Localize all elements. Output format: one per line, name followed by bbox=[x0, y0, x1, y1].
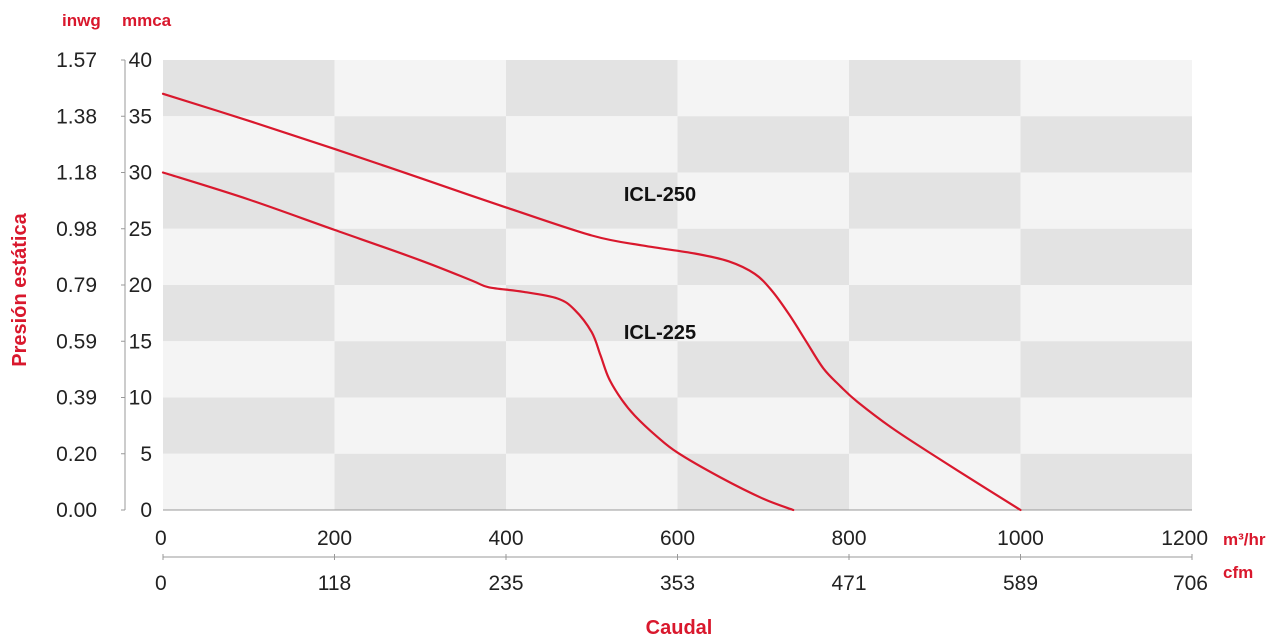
y-secondary-tick-label: 1.57 bbox=[56, 49, 97, 72]
grid-cell bbox=[1020, 397, 1192, 454]
y-tick-label: 10 bbox=[129, 387, 152, 410]
y-secondary-tick-label: 0.00 bbox=[56, 499, 97, 522]
grid-cell bbox=[506, 228, 678, 285]
grid-cell bbox=[334, 228, 506, 285]
grid-cell bbox=[677, 60, 849, 117]
grid-cell bbox=[334, 341, 506, 398]
curve-icl-250 bbox=[161, 92, 1022, 512]
y-secondary-tick-label: 1.38 bbox=[56, 105, 97, 128]
grid-cell bbox=[334, 285, 506, 342]
y-tick-label: 20 bbox=[129, 274, 152, 297]
series-label-icl-250: ICL-250 bbox=[624, 184, 696, 206]
x-tick-label: 600 bbox=[660, 527, 695, 550]
grid-cell bbox=[677, 228, 849, 285]
grid-cell bbox=[506, 397, 678, 454]
x-tick-label: 1200 bbox=[1161, 527, 1208, 550]
y-secondary-tick-label: 0.79 bbox=[56, 274, 97, 297]
y-tick-label: 35 bbox=[129, 105, 152, 128]
y-tick-label: 40 bbox=[129, 49, 152, 72]
grid-cell bbox=[506, 341, 678, 398]
grid-cell bbox=[334, 397, 506, 454]
x-secondary-tick-label: 706 bbox=[1173, 572, 1208, 595]
grid-cell bbox=[334, 453, 506, 510]
x-secondary-tick-label: 353 bbox=[660, 572, 695, 595]
grid-cell bbox=[1020, 172, 1192, 229]
grid-cell bbox=[677, 341, 849, 398]
grid-cell bbox=[1020, 60, 1192, 117]
y-secondary-tick-label: 0.39 bbox=[56, 387, 97, 410]
grid-cell bbox=[506, 172, 678, 229]
grid-cell bbox=[849, 172, 1021, 229]
grid-cell bbox=[163, 228, 335, 285]
y-secondary-tick-label: 1.18 bbox=[56, 162, 97, 185]
grid-cell bbox=[677, 453, 849, 510]
grid-cell bbox=[163, 397, 335, 454]
plot-background bbox=[163, 60, 1192, 510]
grid-cell bbox=[334, 116, 506, 173]
x-unit-label: m³/hr bbox=[1223, 530, 1266, 549]
series-curves: ICL-250 ICL-225 bbox=[161, 92, 1022, 512]
grid-cell bbox=[677, 285, 849, 342]
y-secondary-tick-label: 0.20 bbox=[56, 443, 97, 466]
curve-icl-225 bbox=[161, 171, 795, 512]
grid-cell bbox=[1020, 116, 1192, 173]
y-axis-title: Presión estática bbox=[9, 212, 31, 366]
x-axis-title: Caudal bbox=[646, 617, 713, 639]
grid-cell bbox=[506, 453, 678, 510]
grid-cell bbox=[849, 60, 1021, 117]
y-unit-label: mmca bbox=[122, 11, 172, 30]
x-tick-label: 1000 bbox=[997, 527, 1044, 550]
grid-cell bbox=[163, 285, 335, 342]
x-secondary-tick-label: 118 bbox=[318, 572, 351, 595]
y-tick-label: 30 bbox=[129, 162, 152, 185]
grid-cell bbox=[334, 172, 506, 229]
x-tick-label: 0 bbox=[155, 527, 167, 550]
grid-cell bbox=[163, 453, 335, 510]
grid-cell bbox=[163, 116, 335, 173]
grid-cell bbox=[1020, 228, 1192, 285]
y-secondary-unit-label: inwg bbox=[62, 11, 101, 30]
grid-cell bbox=[677, 172, 849, 229]
grid-cell bbox=[1020, 453, 1192, 510]
grid-cell bbox=[506, 60, 678, 117]
grid-cell bbox=[334, 60, 506, 117]
y-tick-label: 15 bbox=[129, 330, 152, 353]
grid-cell bbox=[163, 341, 335, 398]
grid-cell bbox=[849, 116, 1021, 173]
y-tick-label: 5 bbox=[140, 443, 152, 466]
grid-cell bbox=[1020, 285, 1192, 342]
grid-cell bbox=[677, 397, 849, 454]
y-secondary-tick-label: 0.59 bbox=[56, 330, 97, 353]
x-tick-label: 200 bbox=[317, 527, 352, 550]
y-tick-label: 25 bbox=[129, 218, 152, 241]
grid-cell bbox=[849, 397, 1021, 454]
x-secondary-tick-label: 235 bbox=[488, 572, 523, 595]
grid-cell bbox=[849, 228, 1021, 285]
y-tick-label: 0 bbox=[140, 499, 152, 522]
grid-cell bbox=[506, 116, 678, 173]
grid-cell bbox=[677, 116, 849, 173]
grid-cell bbox=[849, 341, 1021, 398]
chart-labels: inwg mmca m³/hr cfm Caudal Presión estát… bbox=[9, 11, 1266, 639]
x-secondary-tick-label: 589 bbox=[1003, 572, 1038, 595]
grid-cell bbox=[1020, 341, 1192, 398]
x-secondary-unit-label: cfm bbox=[1223, 563, 1253, 582]
x-secondary-tick-label: 0 bbox=[155, 572, 167, 595]
series-label-icl-225: ICL-225 bbox=[624, 322, 696, 344]
grid-cell bbox=[163, 60, 335, 117]
x-tick-label: 800 bbox=[831, 527, 866, 550]
grid-cell bbox=[849, 285, 1021, 342]
x-secondary-tick-label: 471 bbox=[831, 572, 866, 595]
x-tick-label: 400 bbox=[488, 527, 523, 550]
y-secondary-tick-label: 0.98 bbox=[56, 218, 97, 241]
grid-cell bbox=[849, 453, 1021, 510]
